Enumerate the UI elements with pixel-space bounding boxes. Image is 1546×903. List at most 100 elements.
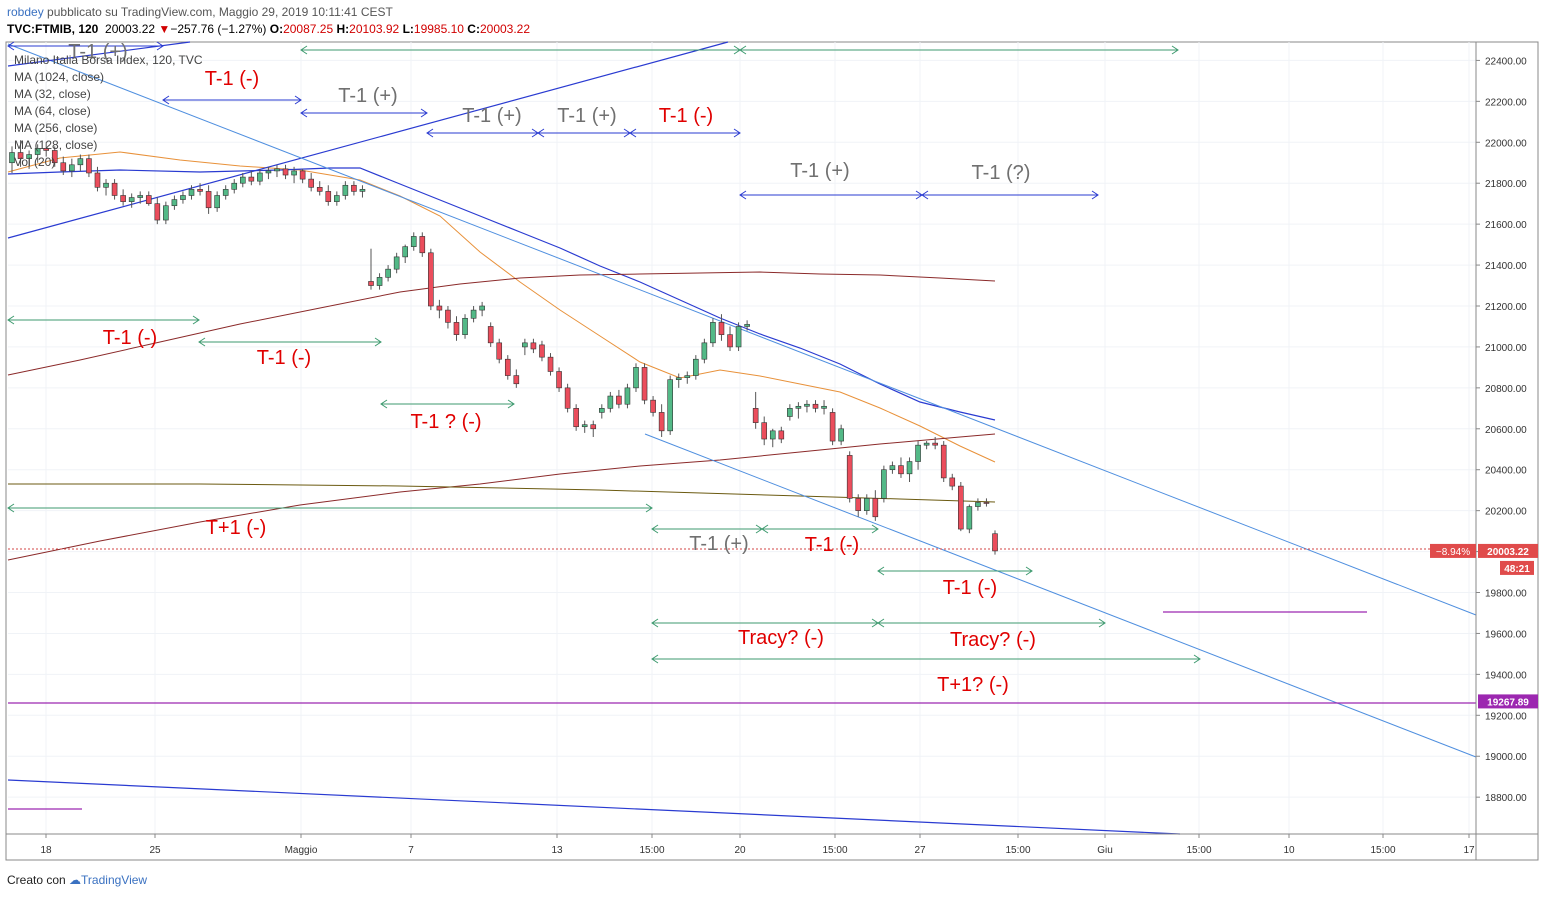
footer-brand[interactable]: TradingView xyxy=(81,873,148,887)
range-arrow xyxy=(739,190,923,200)
candles xyxy=(9,140,998,555)
price-tick-label: 22200.00 xyxy=(1485,97,1527,108)
arrow-head-right-icon xyxy=(871,524,879,534)
candle-body xyxy=(145,195,152,204)
chart-border xyxy=(5,41,1539,861)
price-tick-label: 19400.00 xyxy=(1485,670,1527,681)
candle xyxy=(667,375,673,435)
candle-body xyxy=(257,172,263,182)
price-tick-label: 19800.00 xyxy=(1485,589,1527,600)
arrow-head-left-icon xyxy=(651,618,659,628)
candle-body xyxy=(86,158,92,174)
arrow-head-right-icon xyxy=(507,399,515,409)
candle-body xyxy=(727,334,733,348)
candle-body xyxy=(239,176,246,184)
time-tick-label: 7 xyxy=(408,845,414,856)
ma-maroon-line xyxy=(7,271,996,376)
candle xyxy=(154,197,161,225)
arrow-head-left-icon xyxy=(877,566,885,576)
legend-ma-64[interactable]: MA (64, close) xyxy=(14,104,91,118)
candle-body xyxy=(26,154,32,159)
arrow-head-left-icon xyxy=(7,41,15,51)
candle-body xyxy=(368,281,374,286)
price-tick-label: 18800.00 xyxy=(1485,793,1527,804)
trendlines xyxy=(7,41,1477,835)
legend-series[interactable]: Milano Italia Borsa Index, 120, TVC xyxy=(14,53,203,67)
candle xyxy=(351,181,357,196)
time-tick-label: 18 xyxy=(40,845,52,856)
last-price-badge xyxy=(1478,543,1538,558)
range-arrow xyxy=(300,45,741,55)
candle xyxy=(137,191,144,204)
range-arrow xyxy=(537,128,631,138)
legend-ma-32[interactable]: MA (32, close) xyxy=(14,87,91,101)
tradingview-logo-icon[interactable]: ☁ xyxy=(69,873,82,887)
candle-body xyxy=(769,430,776,440)
candle-body xyxy=(111,182,118,196)
range-arrow xyxy=(921,190,1099,200)
trendline-rising xyxy=(7,41,729,239)
candle-body xyxy=(590,424,597,430)
last-price-badge-text: 20003.22 xyxy=(1487,547,1529,558)
candle xyxy=(9,146,15,173)
price-tick-label: 20600.00 xyxy=(1485,425,1527,436)
axes: 18800.00 19000.00 19200.00 19400.00 19600.00… xyxy=(6,42,1538,860)
arrow-head-left-icon xyxy=(162,95,170,105)
legend-ma-1024[interactable]: MA (1024, close) xyxy=(14,70,105,84)
candle-body xyxy=(573,408,579,428)
legend-ma-256[interactable]: MA (256, close) xyxy=(14,121,98,135)
candle-body xyxy=(316,187,323,192)
legend-ma-128[interactable]: MA (128, close) xyxy=(14,138,98,152)
candle-body xyxy=(445,309,451,323)
candle-body xyxy=(402,246,409,258)
arrow-head-right-icon xyxy=(294,95,302,105)
candle-body xyxy=(299,170,306,180)
candle-body xyxy=(385,268,391,278)
candle-body xyxy=(556,371,562,389)
candle xyxy=(863,494,870,515)
arrow-head-left-icon xyxy=(739,190,747,200)
candle xyxy=(923,441,930,450)
candle-body xyxy=(667,379,673,432)
candle xyxy=(257,168,263,186)
trendline-bottom xyxy=(7,779,1181,835)
candle-body xyxy=(342,184,349,196)
time-tick-label: 15:00 xyxy=(822,845,847,856)
legend-volume[interactable]: Vol (20) xyxy=(14,155,56,169)
candle-body xyxy=(120,195,126,202)
candle xyxy=(94,166,101,192)
candle xyxy=(684,371,691,384)
arrow-head-right-icon xyxy=(1171,45,1179,55)
candle xyxy=(462,314,468,339)
candle xyxy=(949,473,956,491)
candle xyxy=(180,191,186,204)
candle-body xyxy=(410,236,417,247)
author-name[interactable]: robdey xyxy=(7,5,44,19)
candle xyxy=(932,436,938,450)
candle xyxy=(231,179,238,194)
candle-body xyxy=(393,256,400,270)
candle xyxy=(940,441,947,482)
candle-body xyxy=(846,455,853,499)
candle xyxy=(624,383,631,409)
countdown-badge xyxy=(1500,560,1534,575)
candle xyxy=(479,301,485,317)
time-tick-label: 25 xyxy=(149,845,161,856)
candle-body xyxy=(616,395,622,405)
candle xyxy=(291,166,297,184)
annotation-label: T-1 (+) xyxy=(338,85,397,107)
annotation-label: T-1 ? (-) xyxy=(410,411,481,433)
candle-body xyxy=(983,502,990,504)
candle-body xyxy=(359,189,366,192)
footer-created-with: Creato con xyxy=(7,873,66,887)
candle xyxy=(51,146,58,167)
range-arrow xyxy=(7,503,653,513)
candle xyxy=(795,402,802,419)
candle-body xyxy=(641,367,648,401)
annotation-label: T-1 (-) xyxy=(805,534,859,556)
annotation-label: T-1 (-) xyxy=(943,577,997,599)
range-arrow xyxy=(739,45,1179,55)
candle xyxy=(992,530,998,555)
annotation-label: T-1 (?) xyxy=(972,162,1031,184)
